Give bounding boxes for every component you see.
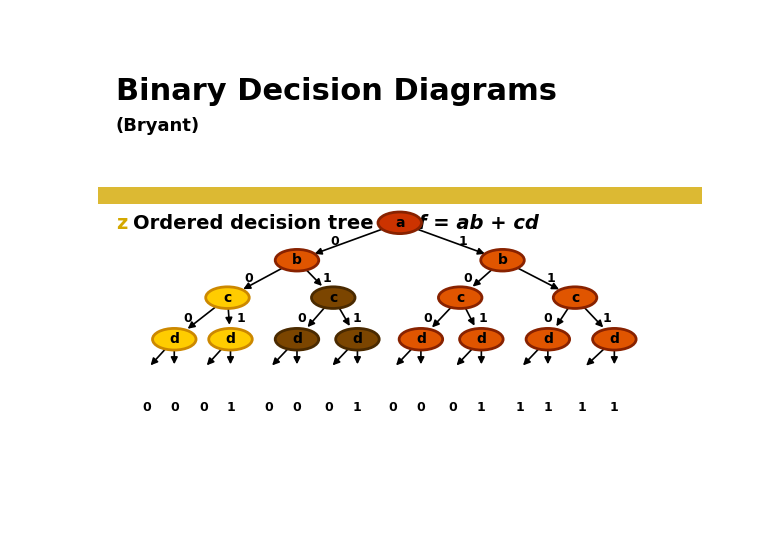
Text: 1: 1 [353, 312, 362, 325]
Ellipse shape [378, 212, 421, 234]
Ellipse shape [335, 328, 379, 350]
Text: f = ab + cd: f = ab + cd [418, 214, 539, 233]
Ellipse shape [209, 328, 252, 350]
Text: 0: 0 [183, 312, 192, 325]
Text: (Bryant): (Bryant) [115, 117, 200, 135]
Ellipse shape [593, 328, 636, 350]
Text: 0: 0 [324, 401, 333, 414]
Text: c: c [223, 291, 232, 305]
Ellipse shape [526, 328, 569, 350]
Ellipse shape [399, 328, 443, 350]
Text: 1: 1 [547, 273, 555, 286]
Text: d: d [609, 332, 619, 346]
Text: 0: 0 [448, 401, 457, 414]
Text: 1: 1 [578, 401, 587, 414]
Text: 0: 0 [143, 401, 151, 414]
Text: c: c [329, 291, 338, 305]
Ellipse shape [553, 287, 597, 308]
Text: c: c [456, 291, 464, 305]
Ellipse shape [206, 287, 250, 308]
Text: 0: 0 [245, 273, 254, 286]
Ellipse shape [459, 328, 503, 350]
Text: 1: 1 [544, 401, 552, 414]
Text: 0: 0 [331, 235, 339, 248]
Text: 1: 1 [226, 401, 235, 414]
Text: 0: 0 [170, 401, 179, 414]
Ellipse shape [153, 328, 196, 350]
Text: 1: 1 [459, 235, 467, 248]
Text: b: b [292, 253, 302, 267]
Text: z: z [115, 214, 127, 233]
Text: 1: 1 [610, 401, 619, 414]
Text: 0: 0 [264, 401, 273, 414]
Text: 1: 1 [515, 401, 524, 414]
Ellipse shape [438, 287, 482, 308]
Text: a: a [395, 216, 405, 230]
Text: 0: 0 [544, 312, 552, 325]
Text: d: d [477, 332, 486, 346]
Text: 1: 1 [478, 312, 488, 325]
Text: 0: 0 [297, 312, 307, 325]
Text: d: d [292, 332, 302, 346]
Text: Ordered decision tree for: Ordered decision tree for [133, 214, 418, 233]
Text: Binary Decision Diagrams: Binary Decision Diagrams [115, 77, 557, 106]
Text: b: b [498, 253, 508, 267]
Ellipse shape [480, 249, 524, 271]
Text: d: d [353, 332, 363, 346]
Text: 0: 0 [463, 273, 473, 286]
Text: 1: 1 [602, 312, 612, 325]
Text: 0: 0 [292, 401, 301, 414]
Text: 1: 1 [477, 401, 486, 414]
Text: d: d [416, 332, 426, 346]
Text: 1: 1 [323, 273, 331, 286]
Ellipse shape [275, 249, 319, 271]
Text: 1: 1 [353, 401, 362, 414]
Ellipse shape [275, 328, 319, 350]
Text: 0: 0 [199, 401, 207, 414]
Text: 1: 1 [236, 312, 246, 325]
Text: d: d [225, 332, 236, 346]
Text: d: d [169, 332, 179, 346]
Text: 0: 0 [417, 401, 425, 414]
Ellipse shape [311, 287, 355, 308]
Text: c: c [571, 291, 580, 305]
Text: d: d [543, 332, 553, 346]
Bar [98, 187, 702, 204]
Text: 0: 0 [423, 312, 431, 325]
Text: 0: 0 [388, 401, 397, 414]
